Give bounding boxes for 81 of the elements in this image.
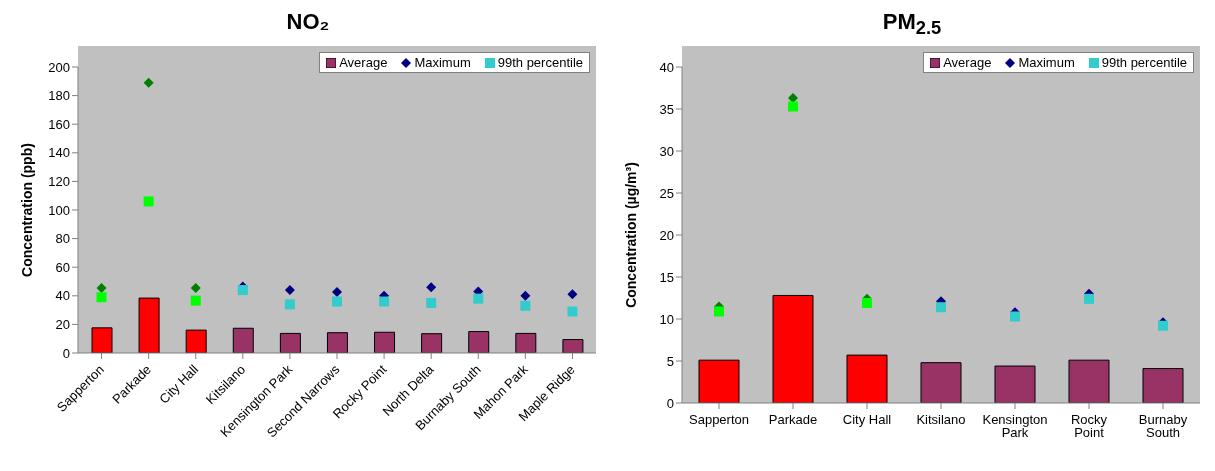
point xyxy=(284,299,295,310)
point xyxy=(190,282,201,293)
y-tick-label: 0 xyxy=(62,345,70,361)
bar xyxy=(421,333,443,353)
y-tick-label: 20 xyxy=(659,227,674,243)
y-tick-label: 35 xyxy=(659,101,674,117)
bar xyxy=(1068,359,1110,403)
y-tick-label: 100 xyxy=(48,202,70,218)
x-tick-label: Rocky Point xyxy=(1070,412,1108,441)
bar xyxy=(279,332,301,353)
bar xyxy=(772,294,814,403)
bar xyxy=(91,327,113,353)
y-tick-label: 80 xyxy=(55,231,70,247)
point xyxy=(426,282,437,293)
y-tick-label: 160 xyxy=(48,116,70,132)
point xyxy=(714,306,724,317)
point xyxy=(143,77,154,88)
legend-label: Maximum xyxy=(414,55,471,70)
x-tick-label: Sapperton xyxy=(689,412,749,428)
bar xyxy=(185,329,207,353)
y-tick-label: 20 xyxy=(55,317,70,333)
y-tick-label: 120 xyxy=(48,174,70,190)
point xyxy=(237,285,248,296)
y-tick-label: 25 xyxy=(659,185,674,201)
y-axis-title: Concentration (µg/m³) xyxy=(622,162,639,308)
bar xyxy=(326,332,348,353)
y-tick-label: 200 xyxy=(48,59,70,75)
y-tick-label: 30 xyxy=(659,143,674,159)
bar xyxy=(232,327,254,353)
bar xyxy=(846,354,888,403)
point xyxy=(1010,311,1020,322)
x-tick-label: Burnaby South xyxy=(1138,412,1188,441)
point xyxy=(936,302,946,313)
y-tick-label: 40 xyxy=(659,59,674,75)
chart-title: NO₂ xyxy=(285,8,331,36)
bar xyxy=(515,332,537,353)
legend-label: 99th percentile xyxy=(1101,55,1187,70)
point xyxy=(862,298,872,309)
legend-label: 99th percentile xyxy=(497,55,583,70)
y-axis-title: Concentration (ppb) xyxy=(18,143,35,277)
point xyxy=(1084,293,1094,304)
bar xyxy=(920,362,962,403)
point xyxy=(96,282,107,293)
bar xyxy=(994,365,1036,403)
point xyxy=(520,300,531,311)
x-tick-label: Parkade xyxy=(768,412,818,428)
point xyxy=(96,292,107,303)
bar xyxy=(138,297,160,353)
point xyxy=(143,196,154,207)
point xyxy=(520,290,531,301)
point xyxy=(332,286,342,297)
point xyxy=(332,296,342,307)
y-tick-label: 0 xyxy=(666,395,674,411)
y-tick-label: 15 xyxy=(659,269,674,285)
legend-label: Average xyxy=(339,55,388,70)
x-tick-label: City Hall xyxy=(842,412,892,428)
y-tick-label: 60 xyxy=(55,259,70,275)
legend-label: Maximum xyxy=(1018,55,1075,70)
x-tick-label: City Hall xyxy=(156,361,202,407)
bar xyxy=(1142,368,1184,403)
point xyxy=(426,297,437,308)
x-tick-label: Kensington Park xyxy=(982,412,1048,441)
chart-title: PM$_{2.5}$ xyxy=(881,8,943,39)
point xyxy=(788,101,798,112)
point xyxy=(284,285,295,296)
y-tick-label: 10 xyxy=(659,311,674,327)
point xyxy=(190,295,201,306)
bar xyxy=(468,331,490,353)
point xyxy=(473,293,484,304)
y-tick-label: 180 xyxy=(48,88,70,104)
x-tick-label: Kitsilano xyxy=(916,412,966,428)
bar xyxy=(374,331,396,353)
legend-label: Average xyxy=(943,55,992,70)
point xyxy=(379,296,390,307)
y-tick-label: 5 xyxy=(666,353,674,369)
y-tick-label: 40 xyxy=(55,288,70,304)
point xyxy=(567,306,578,317)
y-tick-label: 140 xyxy=(48,145,70,161)
bar xyxy=(562,339,584,353)
point xyxy=(567,289,578,300)
bar xyxy=(698,359,740,403)
